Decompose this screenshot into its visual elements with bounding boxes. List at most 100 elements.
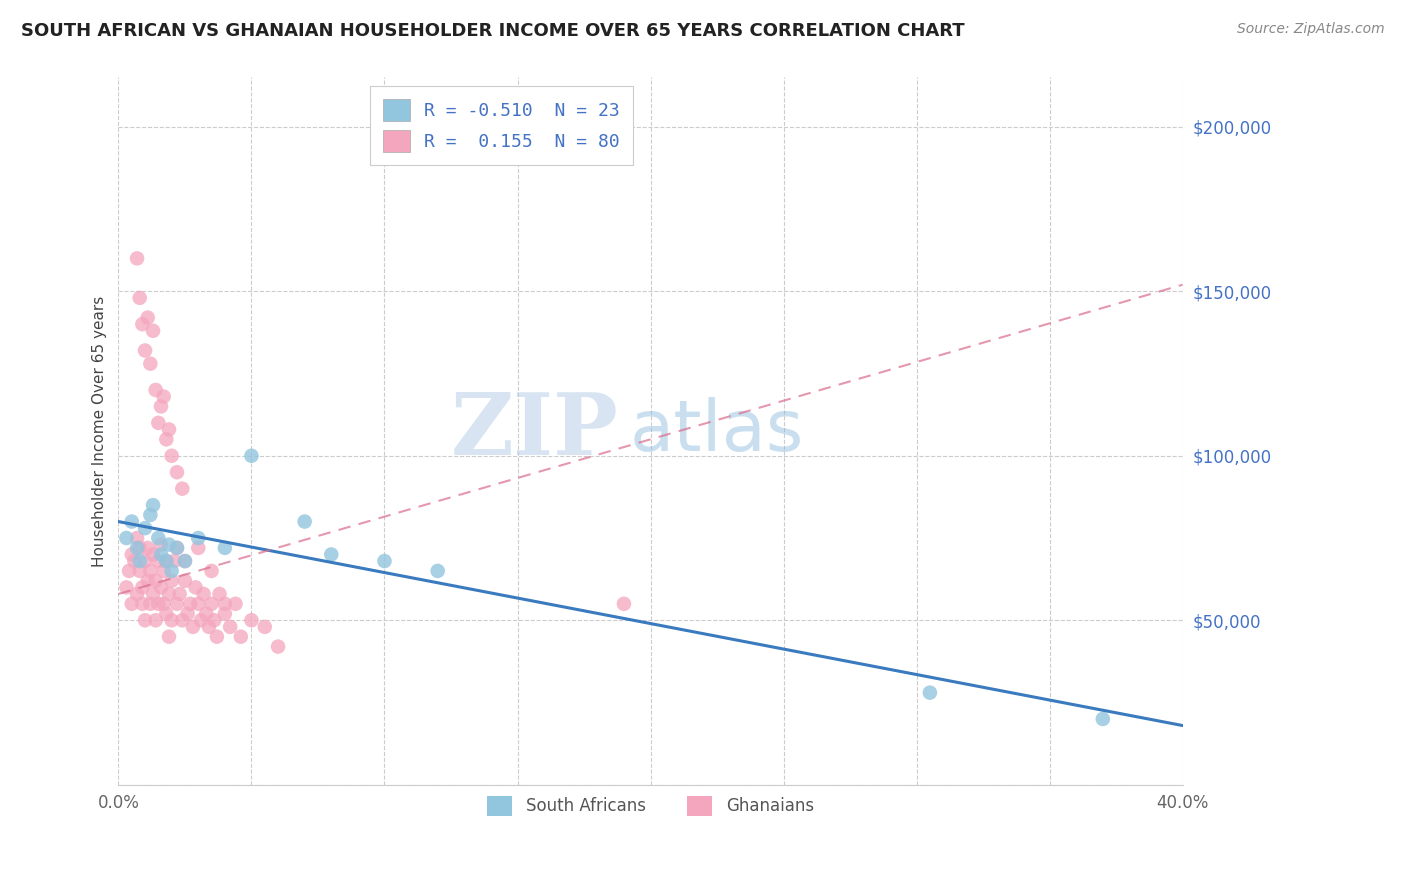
Point <box>125 587 148 601</box>
Point <box>157 630 180 644</box>
Point <box>160 574 183 588</box>
Point <box>187 541 209 555</box>
Point <box>202 613 225 627</box>
Text: SOUTH AFRICAN VS GHANAIAN HOUSEHOLDER INCOME OVER 65 YEARS CORRELATION CHART: SOUTH AFRICAN VS GHANAIAN HOUSEHOLDER IN… <box>21 22 965 40</box>
Point <box>174 554 197 568</box>
Point <box>198 620 221 634</box>
Point <box>150 538 173 552</box>
Point <box>240 613 263 627</box>
Text: Source: ZipAtlas.com: Source: ZipAtlas.com <box>1237 22 1385 37</box>
Point <box>139 564 162 578</box>
Point <box>166 465 188 479</box>
Point <box>121 548 143 562</box>
Point <box>134 521 156 535</box>
Point <box>184 580 207 594</box>
Point <box>139 357 162 371</box>
Point <box>115 531 138 545</box>
Point <box>145 383 167 397</box>
Point <box>253 620 276 634</box>
Point <box>157 538 180 552</box>
Point <box>1091 712 1114 726</box>
Point <box>214 607 236 621</box>
Point <box>124 554 146 568</box>
Point <box>136 310 159 325</box>
Point <box>160 564 183 578</box>
Point <box>145 613 167 627</box>
Point <box>157 422 180 436</box>
Point <box>190 613 212 627</box>
Point <box>240 449 263 463</box>
Point <box>200 564 222 578</box>
Point <box>139 597 162 611</box>
Point <box>148 416 170 430</box>
Point <box>224 597 246 611</box>
Point <box>150 548 173 562</box>
Point <box>174 574 197 588</box>
Point <box>142 498 165 512</box>
Point <box>172 482 194 496</box>
Point <box>195 607 218 621</box>
Point <box>142 324 165 338</box>
Point <box>166 541 188 555</box>
Point <box>134 554 156 568</box>
Point <box>208 587 231 601</box>
Point <box>155 433 177 447</box>
Point <box>229 630 252 644</box>
Point <box>125 541 148 555</box>
Point <box>125 531 148 545</box>
Point <box>142 548 165 562</box>
Point <box>150 580 173 594</box>
Point <box>294 515 316 529</box>
Point <box>205 630 228 644</box>
Point <box>136 541 159 555</box>
Point <box>214 597 236 611</box>
Point <box>118 564 141 578</box>
Text: ZIP: ZIP <box>451 389 619 473</box>
Point <box>131 317 153 331</box>
Point <box>150 400 173 414</box>
Point <box>155 607 177 621</box>
Point <box>155 554 177 568</box>
Point <box>214 541 236 555</box>
Point <box>176 607 198 621</box>
Point <box>373 554 395 568</box>
Point <box>174 554 197 568</box>
Point <box>172 613 194 627</box>
Point <box>131 597 153 611</box>
Point <box>148 531 170 545</box>
Point <box>169 587 191 601</box>
Point <box>145 574 167 588</box>
Point <box>121 515 143 529</box>
Point <box>139 508 162 522</box>
Point <box>128 291 150 305</box>
Point <box>918 686 941 700</box>
Point <box>128 554 150 568</box>
Point <box>219 620 242 634</box>
Point <box>152 390 174 404</box>
Point <box>426 564 449 578</box>
Point <box>128 541 150 555</box>
Point <box>148 597 170 611</box>
Point <box>163 554 186 568</box>
Point <box>155 554 177 568</box>
Y-axis label: Householder Income Over 65 years: Householder Income Over 65 years <box>93 295 107 566</box>
Point <box>179 597 201 611</box>
Point <box>142 587 165 601</box>
Point <box>166 597 188 611</box>
Point <box>181 620 204 634</box>
Point <box>152 564 174 578</box>
Point <box>128 564 150 578</box>
Point <box>157 587 180 601</box>
Legend: South Africans, Ghanaians: South Africans, Ghanaians <box>474 782 827 830</box>
Text: atlas: atlas <box>630 397 804 466</box>
Point <box>160 613 183 627</box>
Point <box>125 252 148 266</box>
Point <box>134 613 156 627</box>
Point <box>613 597 636 611</box>
Point <box>131 580 153 594</box>
Point <box>166 541 188 555</box>
Point <box>187 597 209 611</box>
Point <box>267 640 290 654</box>
Point <box>148 554 170 568</box>
Point <box>321 548 343 562</box>
